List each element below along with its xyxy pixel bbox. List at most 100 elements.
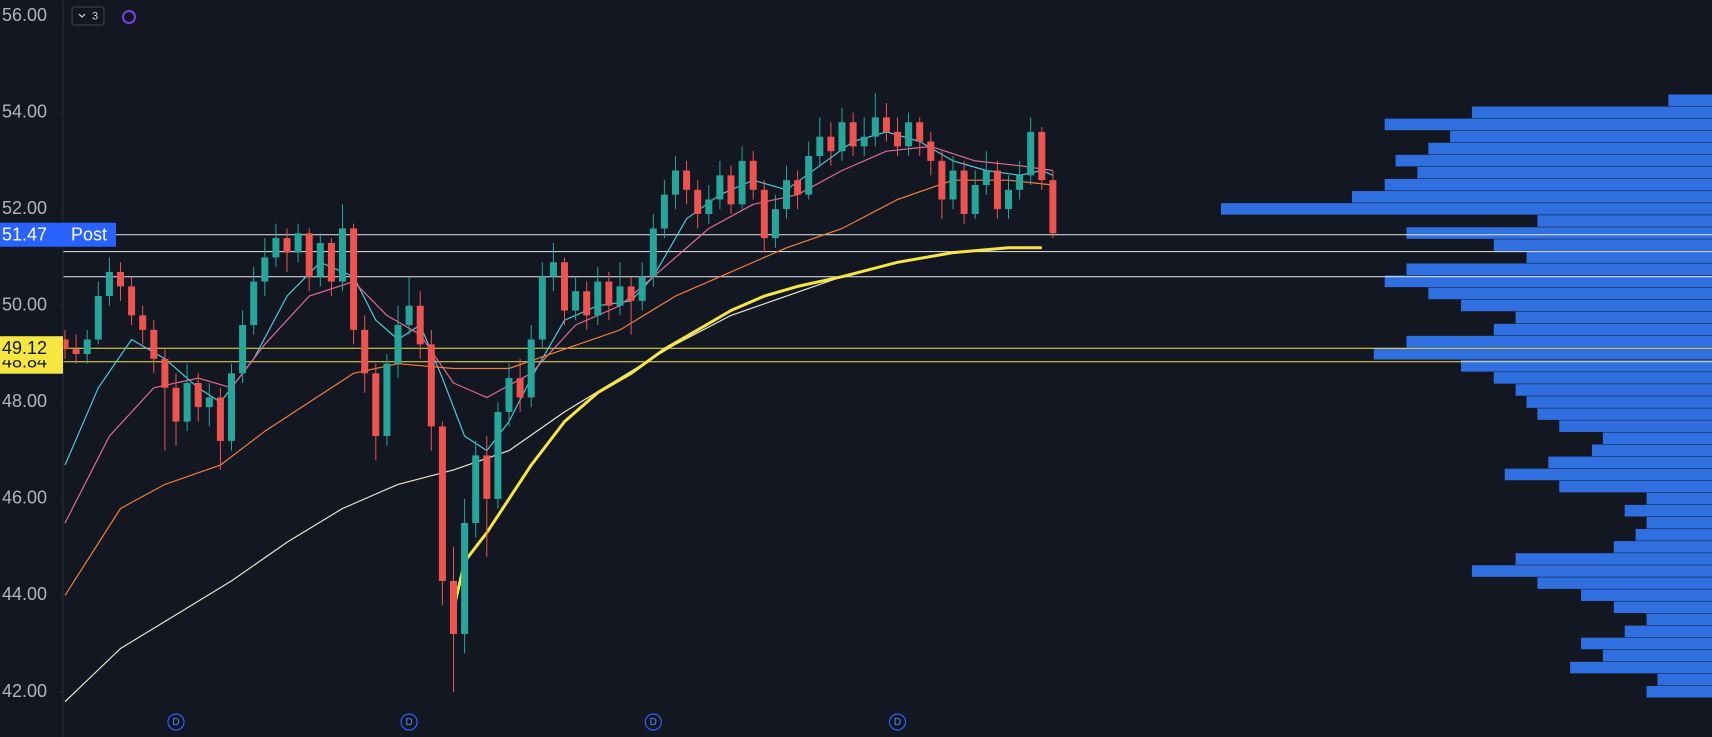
candle-body xyxy=(594,281,602,316)
profile-bar xyxy=(1537,215,1712,227)
ma-line xyxy=(452,246,1042,611)
candle-body xyxy=(605,281,613,306)
candle-body xyxy=(161,358,169,388)
profile-bar xyxy=(1417,166,1712,179)
profile-bar xyxy=(1537,408,1712,420)
candle-body xyxy=(405,305,413,326)
candle-body xyxy=(105,271,113,297)
candle-body xyxy=(1049,180,1057,234)
y-tick-label: 44.00 xyxy=(2,584,47,604)
candle-body xyxy=(139,315,147,330)
profile-bar xyxy=(1526,396,1712,408)
profile-bar xyxy=(1581,589,1712,601)
profile-bar xyxy=(1384,275,1712,288)
profile-bar xyxy=(1559,420,1712,432)
candle-body xyxy=(638,276,646,301)
chevron-icon xyxy=(78,13,86,18)
candle-body xyxy=(172,387,180,422)
profile-bar xyxy=(1493,239,1712,251)
candle-body xyxy=(561,262,568,311)
candle-body xyxy=(438,426,446,581)
candle-body xyxy=(339,228,346,282)
candle-body xyxy=(361,329,369,374)
candle-body xyxy=(527,339,535,398)
candle-body xyxy=(993,170,1001,210)
candle-body xyxy=(372,373,380,437)
profile-bar xyxy=(1461,360,1712,372)
y-tick-label: 48.00 xyxy=(2,391,47,411)
candle-body xyxy=(516,378,524,398)
candle-body xyxy=(949,170,957,200)
profile-bar xyxy=(1395,154,1712,167)
candle-body xyxy=(72,349,80,354)
profile-bar xyxy=(1668,94,1712,107)
candle-body xyxy=(616,286,624,306)
price-tag-box xyxy=(63,222,116,247)
dividend-label: D xyxy=(172,717,179,728)
volume-profile xyxy=(1221,94,1712,698)
profile-bar xyxy=(1221,203,1712,215)
candle-body xyxy=(505,378,513,412)
profile-bar xyxy=(1602,649,1712,662)
candle-body xyxy=(128,286,136,316)
candle-body xyxy=(450,580,457,635)
candle-body xyxy=(61,339,69,350)
candles xyxy=(61,93,1057,692)
sync-icon[interactable] xyxy=(122,10,136,24)
candle-body xyxy=(1038,131,1046,181)
dividend-label: D xyxy=(650,717,657,728)
candle-body xyxy=(1027,131,1035,176)
profile-bar xyxy=(1384,118,1712,131)
y-tick-label: 50.00 xyxy=(2,294,47,314)
candle-body xyxy=(705,199,713,214)
candle-body xyxy=(416,305,424,345)
candle-body xyxy=(483,455,491,499)
profile-bar xyxy=(1504,468,1712,481)
toolbar[interactable]: 3 xyxy=(71,6,136,26)
profile-bar xyxy=(1570,661,1712,674)
candle-body xyxy=(205,397,213,408)
candle-body xyxy=(427,344,435,427)
y-tick-label: 42.00 xyxy=(2,681,47,701)
collapse-count: 3 xyxy=(92,10,98,22)
ma-line xyxy=(64,179,1053,596)
price-axis: 56.00 54.00 52.00 50.00 48.00 46.00 44.00 42.00 xyxy=(2,5,63,701)
price-label-box xyxy=(0,222,63,247)
candle-body xyxy=(228,373,235,441)
profile-bar xyxy=(1559,480,1712,493)
profile-bar xyxy=(1657,673,1712,686)
candle-body xyxy=(683,170,691,190)
candle-body xyxy=(894,131,901,147)
dividend-marker xyxy=(400,713,418,731)
candle-body xyxy=(694,189,702,214)
price-label: 49.12 xyxy=(2,338,47,358)
price-label: 51.47 xyxy=(2,224,47,244)
profile-bar xyxy=(1581,637,1712,650)
candle-body xyxy=(305,233,313,277)
profile-bar xyxy=(1471,106,1712,119)
dividend-marker xyxy=(167,713,185,731)
candle-body xyxy=(83,339,91,354)
candle-body xyxy=(250,281,258,326)
collapse-button[interactable] xyxy=(71,6,105,26)
profile-bar xyxy=(1515,553,1712,565)
candle-body xyxy=(672,170,679,195)
candle-body xyxy=(117,271,124,287)
candle-body xyxy=(860,136,868,147)
candle-body xyxy=(572,291,580,311)
candle-body xyxy=(261,257,269,282)
candle-body xyxy=(1005,189,1012,210)
profile-bar xyxy=(1635,529,1712,541)
candle-body xyxy=(849,122,857,147)
candle-body xyxy=(216,397,224,441)
candle-body xyxy=(649,228,657,277)
profile-bar xyxy=(1406,227,1712,239)
candle-body xyxy=(882,117,890,132)
candle-body xyxy=(794,180,802,195)
candle-body xyxy=(239,325,247,374)
candle-body xyxy=(472,455,480,523)
dividend-marker xyxy=(644,713,662,731)
